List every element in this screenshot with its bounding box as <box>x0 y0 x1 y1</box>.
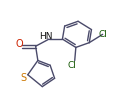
Text: S: S <box>21 73 27 83</box>
Text: Cl: Cl <box>98 30 107 39</box>
Text: Cl: Cl <box>67 61 76 70</box>
Text: HN: HN <box>39 32 53 41</box>
Text: O: O <box>16 39 23 49</box>
